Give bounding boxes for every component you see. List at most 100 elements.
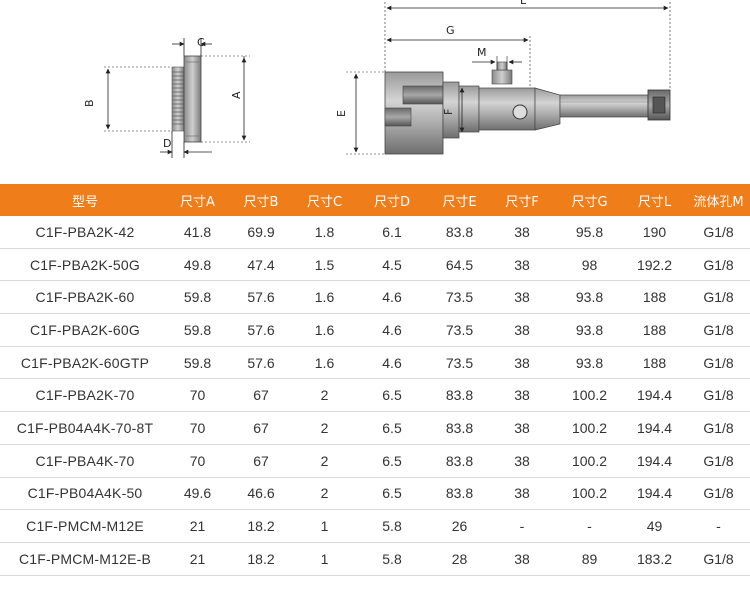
cell-e: 83.8 [432, 477, 487, 511]
cell-f: 38 [487, 378, 557, 413]
cell-model: C1F-PB04A4K-70-8T [0, 411, 170, 445]
cell-model: C1F-PBA2K-70 [0, 378, 170, 413]
cell-d: 6.5 [352, 444, 432, 478]
cell-f: 38 [487, 477, 557, 511]
cell-c: 1 [297, 542, 352, 576]
table-row: C1F-PBA2K-60G 59.8 57.6 1.6 4.6 73.5 38 93.8 188… [0, 313, 750, 347]
column-header-l: 尺寸L [622, 184, 687, 216]
table-row: C1F-PBA2K-70 70 67 2 6.5 83.8 38 100.2 194.4 G1/8 [0, 378, 750, 413]
right-view-part: L G M E F [335, 0, 671, 155]
cell-d: 5.8 [352, 509, 432, 543]
cell-b: 57.6 [225, 346, 297, 380]
cell-e: 73.5 [432, 313, 487, 347]
cell-a: 70 [170, 444, 225, 478]
cell-e: 83.8 [432, 216, 487, 249]
cell-e: 64.5 [432, 248, 487, 282]
table-row: C1F-PBA2K-60 59.8 57.6 1.6 4.6 73.5 38 93.8 188 G… [0, 280, 750, 315]
cell-model: C1F-PBA2K-60 [0, 280, 170, 315]
cell-g: 93.8 [557, 280, 622, 315]
cell-m: G1/8 [687, 280, 750, 315]
cell-f: 38 [487, 411, 557, 445]
table-row: C1F-PBA4K-70 70 67 2 6.5 83.8 38 100.2 194.4 G1/8 [0, 444, 750, 478]
cell-m: G1/8 [687, 248, 750, 282]
dim-label-a: A [230, 91, 243, 99]
cell-b: 69.9 [225, 216, 297, 249]
dim-label-c: C [197, 36, 205, 49]
cell-e: 83.8 [432, 378, 487, 413]
cell-model: C1F-PBA2K-42 [0, 216, 170, 249]
cell-d: 6.5 [352, 477, 432, 511]
cell-f: 38 [487, 248, 557, 282]
cell-model: C1F-PMCM-M12E-B [0, 542, 170, 576]
table-row: C1F-PMCM-M12E-B 21 18.2 1 5.8 28 38 89 183.2 G1/8 [0, 542, 750, 576]
cell-e: 73.5 [432, 280, 487, 315]
cell-g: 100.2 [557, 411, 622, 445]
cell-l: 188 [622, 280, 687, 315]
cell-a: 70 [170, 411, 225, 445]
dim-label-e: E [335, 110, 348, 117]
cell-f: 38 [487, 444, 557, 478]
cell-f: - [487, 509, 557, 543]
cell-b: 57.6 [225, 313, 297, 347]
cell-l: 194.4 [622, 477, 687, 511]
dim-label-m: M [477, 46, 487, 59]
cell-a: 59.8 [170, 280, 225, 315]
cell-l: 188 [622, 346, 687, 380]
cell-f: 38 [487, 346, 557, 380]
cell-b: 67 [225, 444, 297, 478]
cell-e: 28 [432, 542, 487, 576]
table-row: C1F-PMCM-M12E 21 18.2 1 5.8 26- -49- [0, 509, 750, 543]
cell-m: G1/8 [687, 542, 750, 576]
cell-g: 95.8 [557, 216, 622, 249]
cell-b: 57.6 [225, 280, 297, 315]
left-view-part: C A B D [83, 36, 250, 158]
table-row: C1F-PBA2K-42 41.8 69.9 1.8 6.1 83.8 38 95.8 190 G… [0, 216, 750, 249]
cell-g: 100.2 [557, 477, 622, 511]
table-row: C1F-PB04A4K-70-8T 70 67 2 6.5 83.8 38 100.2 194.… [0, 411, 750, 445]
cell-c: 1.6 [297, 313, 352, 347]
cell-m: G1/8 [687, 411, 750, 445]
cell-model: C1F-PBA2K-60G [0, 313, 170, 347]
table-row: C1F-PBA2K-60GTP 59.8 57.6 1.6 4.6 73.5 38 93.8 1… [0, 346, 750, 380]
table-row: C1F-PBA2K-50G 49.8 47.4 1.5 4.5 64.5 38 98 192.2… [0, 248, 750, 282]
cell-c: 1.6 [297, 346, 352, 380]
cell-b: 67 [225, 378, 297, 413]
cell-c: 1.8 [297, 216, 352, 249]
cell-a: 21 [170, 542, 225, 576]
cell-c: 2 [297, 411, 352, 445]
cell-d: 6.5 [352, 411, 432, 445]
cell-m: G1/8 [687, 346, 750, 380]
cell-l: 194.4 [622, 411, 687, 445]
cell-d: 5.8 [352, 542, 432, 576]
cell-a: 49.8 [170, 248, 225, 282]
cell-g: 98 [557, 248, 622, 282]
cell-d: 6.1 [352, 216, 432, 249]
cell-c: 2 [297, 378, 352, 413]
cell-m: G1/8 [687, 378, 750, 413]
cell-c: 1.5 [297, 248, 352, 282]
cell-b: 47.4 [225, 248, 297, 282]
cell-b: 46.6 [225, 477, 297, 511]
column-header-b: 尺寸B [225, 184, 297, 216]
cell-model: C1F-PBA2K-50G [0, 248, 170, 282]
column-header-model: 型号 [0, 184, 170, 216]
dim-label-b: B [83, 99, 96, 107]
cell-m: - [687, 509, 750, 543]
cell-c: 2 [297, 477, 352, 511]
cell-f: 38 [487, 216, 557, 249]
cell-d: 4.6 [352, 313, 432, 347]
table-row: C1F-PB04A4K-50 49.6 46.6 2 6.5 83.8 38 100.2 194… [0, 477, 750, 511]
cell-a: 49.6 [170, 477, 225, 511]
dim-label-l: L [520, 0, 527, 7]
drawing-svg: C A B D [83, 0, 671, 158]
cell-a: 70 [170, 378, 225, 413]
cell-g: 100.2 [557, 444, 622, 478]
cell-e: 26 [432, 509, 487, 543]
cell-g: 93.8 [557, 313, 622, 347]
cell-l: 49 [622, 509, 687, 543]
cell-model: C1F-PBA2K-60GTP [0, 346, 170, 380]
column-header-e: 尺寸E [432, 184, 487, 216]
cell-l: 188 [622, 313, 687, 347]
cell-e: 83.8 [432, 411, 487, 445]
cell-l: 190 [622, 216, 687, 249]
